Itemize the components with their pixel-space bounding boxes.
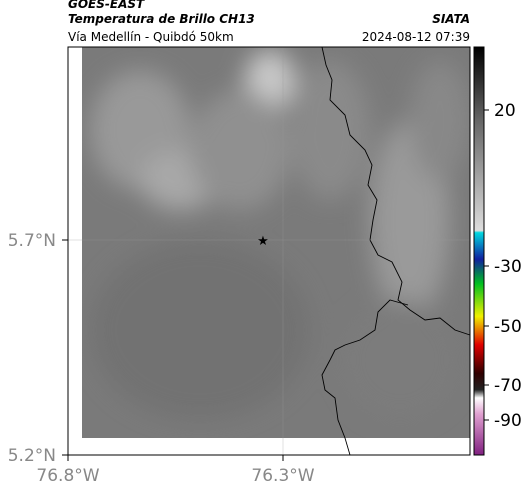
colorbar (473, 46, 485, 456)
lon-label: 76.8°W (36, 466, 99, 486)
map-frame (67, 46, 471, 456)
location-marker: ★ (257, 234, 269, 249)
axis-ticks (62, 239, 284, 461)
labels: 5.7°N 5.2°N76.8°W 76.3°W 20 -30 -50 -70 -90 (8, 101, 522, 486)
borders (321, 46, 471, 456)
lon-label: 76.3°W (251, 466, 314, 486)
datetime: 2024-08-12 07:39 (362, 30, 470, 44)
colorbar-tick-label: 20 (494, 101, 516, 121)
source: SIATA (432, 12, 470, 26)
colorbar-tick-label: -50 (494, 317, 522, 337)
colorbar-tick-label: -30 (494, 257, 522, 277)
colorbar-tick-label: -90 (494, 411, 522, 431)
colorbar-tick-label: -70 (494, 376, 522, 396)
title: Temperatura de Brillo CH13 (68, 12, 255, 26)
lat-label: 5.2°N (8, 446, 56, 466)
satellite-image (82, 47, 470, 438)
product: GOES-EAST (68, 0, 145, 11)
subtitle: Vía Medellín - Quibdó 50km (68, 30, 234, 44)
graticule (68, 47, 470, 455)
lat-label: 5.7°N (8, 231, 56, 251)
